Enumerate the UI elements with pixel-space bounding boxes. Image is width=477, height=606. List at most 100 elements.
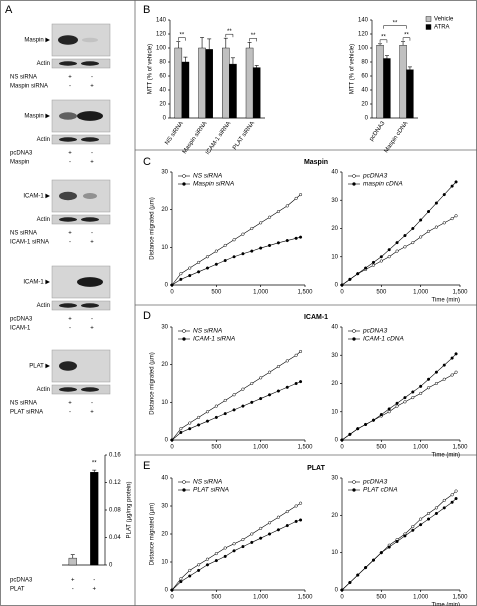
panel-label: C	[143, 156, 151, 168]
data-point	[276, 389, 280, 393]
data-point	[232, 255, 236, 259]
condition-mark: -	[69, 410, 71, 416]
y-tick-label: 30	[161, 325, 168, 331]
y-tick-label: 20	[361, 102, 368, 108]
chart-title: PLAT	[307, 465, 325, 472]
x-tick-label: 500	[211, 595, 222, 601]
data-point	[259, 376, 263, 380]
data-point	[285, 204, 289, 208]
data-point	[442, 498, 446, 502]
y-tick-label: 140	[358, 18, 369, 24]
bar	[68, 557, 77, 566]
data-point	[356, 272, 360, 276]
annotation: **	[393, 20, 398, 26]
data-point	[371, 260, 376, 264]
panel-label: A	[5, 4, 13, 16]
series-line	[341, 498, 457, 591]
condition-mark: -	[69, 240, 71, 246]
data-point	[403, 396, 407, 400]
data-point	[250, 226, 254, 231]
data-point	[170, 438, 174, 442]
y-tick-label: 0	[335, 438, 339, 444]
bar	[376, 45, 384, 119]
data-point	[364, 266, 368, 270]
condition-mark: -	[93, 578, 95, 584]
y-axis-label: Distance migrated (µm)	[150, 352, 156, 414]
x-tick-label: 1,000	[253, 595, 269, 601]
data-point	[299, 518, 303, 522]
data-point	[387, 410, 391, 414]
significance-bracket	[383, 25, 407, 29]
blot-band	[58, 35, 78, 45]
legend-label: NS siRNA	[193, 479, 222, 486]
data-point	[299, 349, 303, 354]
data-point	[434, 506, 438, 510]
data-point	[205, 266, 210, 270]
blot-band	[59, 361, 77, 371]
data-point	[223, 258, 227, 263]
y-tick-label: 0.16	[109, 453, 121, 459]
blot-band	[81, 387, 99, 392]
data-point	[442, 221, 446, 225]
data-point	[197, 568, 201, 572]
bar	[245, 47, 254, 119]
bar	[406, 69, 414, 119]
data-point	[232, 549, 236, 553]
data-point	[170, 283, 174, 287]
data-point	[250, 540, 254, 544]
y-tick-label: 30	[331, 476, 338, 482]
x-tick-label: 0	[340, 290, 344, 296]
data-point	[214, 262, 218, 266]
data-point	[259, 221, 263, 225]
series-line	[341, 215, 457, 286]
data-point	[395, 401, 399, 405]
blot-band	[77, 277, 103, 287]
data-point	[371, 418, 376, 422]
y-tick-label: 0	[165, 438, 169, 444]
y-tick-label: 30	[161, 170, 168, 176]
data-point	[276, 210, 280, 214]
x-tick-label: 1,500	[452, 290, 468, 296]
data-point	[411, 396, 415, 400]
data-point	[285, 239, 289, 243]
legend-label: ICAM-1 cDNA	[363, 336, 404, 343]
data-point	[395, 404, 399, 408]
data-point	[205, 255, 210, 259]
data-point	[188, 427, 192, 431]
data-point	[259, 536, 263, 540]
series-line	[171, 351, 301, 441]
data-point	[267, 243, 272, 247]
y-tick-label: 20	[331, 381, 338, 387]
blot-control-label: Actin	[37, 61, 50, 67]
y-tick-label: 20	[331, 226, 338, 232]
data-point	[450, 356, 454, 360]
x-tick-label: 1,500	[297, 290, 313, 296]
significance-bracket	[225, 33, 234, 38]
data-point	[285, 359, 289, 363]
data-point	[299, 501, 303, 505]
significance-bracket	[249, 38, 257, 42]
panel-label: D	[143, 310, 151, 322]
significance-bracket	[178, 37, 186, 41]
y-tick-label: 40	[361, 88, 368, 94]
legend-label: Maspin siRNA	[193, 181, 234, 188]
y-tick-label: 80	[361, 60, 368, 66]
data-point	[267, 521, 272, 525]
data-point	[348, 277, 352, 281]
y-tick-label: 20	[161, 532, 168, 538]
condition-mark: -	[91, 75, 93, 81]
data-point	[371, 558, 376, 562]
x-tick-label: 1,500	[297, 595, 313, 601]
data-point	[241, 252, 245, 256]
condition-label: pcDNA3	[10, 151, 33, 157]
legend-label: PLAT siRNA	[193, 487, 229, 494]
bar	[222, 47, 230, 119]
y-tick-label: 40	[161, 476, 168, 482]
data-point	[294, 381, 298, 386]
data-point	[299, 235, 303, 239]
blot-band	[59, 61, 77, 66]
bar	[205, 49, 213, 119]
data-point	[454, 352, 458, 356]
data-point	[411, 528, 415, 532]
